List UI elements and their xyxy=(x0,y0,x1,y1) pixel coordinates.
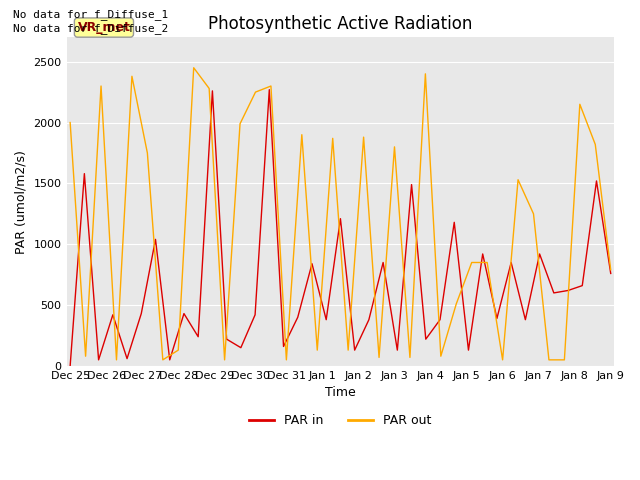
Text: VR_met: VR_met xyxy=(77,21,131,34)
Y-axis label: PAR (umol/m2/s): PAR (umol/m2/s) xyxy=(15,150,28,253)
Legend: PAR in, PAR out: PAR in, PAR out xyxy=(244,409,437,432)
Text: No data for f_Diffuse_1: No data for f_Diffuse_1 xyxy=(13,9,168,20)
Title: Photosynthetic Active Radiation: Photosynthetic Active Radiation xyxy=(208,15,472,33)
Text: No data for f_Diffuse_2: No data for f_Diffuse_2 xyxy=(13,23,168,34)
X-axis label: Time: Time xyxy=(325,386,356,399)
